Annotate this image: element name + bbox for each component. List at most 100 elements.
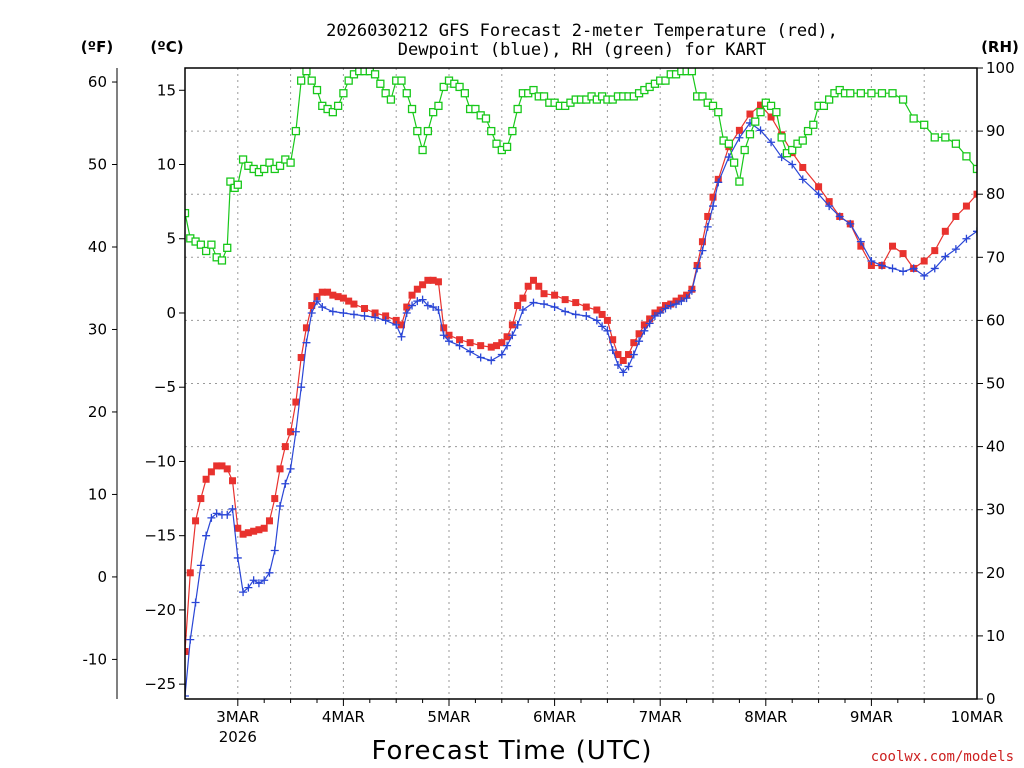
dewpoint-point [973, 227, 977, 236]
rh-point [539, 92, 549, 101]
dewpoint-point [497, 350, 506, 359]
rh-point [429, 108, 438, 117]
rh-point [381, 89, 390, 98]
dewpoint-point [951, 245, 960, 254]
rh-point [772, 108, 781, 117]
credit-text: coolwx.com/models [871, 749, 1014, 765]
dewpoint-point [529, 298, 538, 307]
rh-point [291, 126, 301, 136]
temperature-point [704, 212, 712, 220]
temperature-point [250, 527, 258, 535]
temperature-point [413, 285, 421, 293]
temperature-point [603, 316, 611, 324]
dewpoint-point [640, 326, 649, 335]
temperature-point [524, 282, 532, 290]
dewpoint-point [693, 264, 702, 273]
temperature-point [619, 356, 627, 364]
dewpoint-point [540, 300, 549, 309]
temperature-point [889, 242, 897, 250]
temperature-point [614, 351, 622, 359]
fahrenheit-tick-label: 10 [88, 485, 107, 503]
temperature-point [345, 297, 353, 305]
rh-point [735, 177, 744, 186]
temperature-point [408, 291, 416, 299]
rh-point [407, 104, 417, 114]
dewpoint-point [202, 531, 211, 540]
temperature-point [260, 524, 268, 532]
fahrenheit-tick-label: 40 [88, 238, 107, 256]
rh-point [312, 85, 322, 95]
dewpoint-point [756, 126, 765, 135]
dewpoint-point [635, 337, 644, 346]
dewpoint-point [196, 561, 205, 570]
rh-point [740, 145, 749, 155]
temperature-point [350, 300, 358, 308]
temperature-point [308, 302, 316, 310]
x-tick-label: 8MAR [744, 708, 787, 726]
temperature-point [434, 278, 442, 286]
dewpoint-point [709, 202, 717, 211]
dewpoint-point [185, 692, 189, 699]
temperature-point [302, 324, 310, 332]
temperature-point [973, 190, 977, 198]
rh-point [777, 133, 786, 142]
temperature-point [339, 294, 347, 302]
fahrenheit-tick-label: 60 [88, 73, 107, 91]
dewpoint-point [724, 153, 733, 162]
dewpoint-point [270, 546, 279, 555]
rh-tick-label: 100 [986, 59, 1015, 77]
dewpoint-point [714, 178, 723, 187]
temperature-point [799, 163, 807, 171]
rh-point [185, 208, 190, 218]
dewpoint-point [503, 341, 512, 350]
fahrenheit-unit-label: (ºF) [81, 38, 113, 56]
dewpoint-point [186, 635, 195, 644]
rh-point [275, 161, 285, 170]
dewpoint-point [313, 297, 321, 306]
rh-tick-label: 90 [986, 122, 1005, 140]
temperature-point [535, 282, 543, 290]
x-tick-label: 9MAR [850, 708, 893, 726]
temperature-point [508, 321, 516, 329]
celsius-tick-label: −15 [144, 527, 176, 545]
x-tick-label: 6MAR [533, 708, 576, 726]
celsius-tick-label: 0 [166, 304, 176, 322]
temperature-point [429, 276, 437, 284]
temperature-point [185, 647, 189, 655]
rh-point [825, 95, 834, 104]
temperature-point [229, 477, 237, 485]
x-tick-label: 5MAR [427, 708, 470, 726]
dewpoint-point [445, 337, 453, 346]
rh-point [1016, 165, 1023, 172]
temperature-point [635, 330, 643, 338]
rh-point [487, 126, 496, 136]
dewpoint-point [888, 264, 897, 273]
rh-point [333, 101, 343, 111]
dewpoint-point [518, 306, 527, 315]
dewpoint-point [984, 223, 992, 231]
dewpoint-point [698, 246, 707, 255]
rh-point [508, 126, 517, 136]
dewpoint-point [513, 320, 522, 329]
celsius-tick-label: −5 [154, 378, 176, 396]
rh-point [286, 158, 295, 167]
temperature-point [767, 113, 775, 121]
rh-tick-label: 20 [986, 564, 1005, 582]
dewpoint-point [608, 346, 617, 355]
rh-point [513, 104, 522, 114]
dewpoint-point [260, 576, 269, 585]
dewpoint-point [867, 257, 876, 266]
rh-point [492, 139, 501, 148]
dewpoint-point [207, 513, 216, 522]
dewpoint-point [550, 303, 559, 312]
dewpoint-point [571, 310, 580, 319]
chart-title-line-1: 2026030212 GFS Forecast 2-meter Temperat… [326, 21, 838, 41]
rh-point [972, 164, 977, 174]
rh-point [909, 114, 918, 123]
dewpoint-point [656, 308, 665, 317]
temperature-point [493, 342, 501, 350]
series-layer [185, 68, 1023, 699]
dewpoint-point [239, 588, 248, 597]
fahrenheit-tick-label: 30 [88, 320, 107, 338]
rh-point [756, 108, 765, 117]
